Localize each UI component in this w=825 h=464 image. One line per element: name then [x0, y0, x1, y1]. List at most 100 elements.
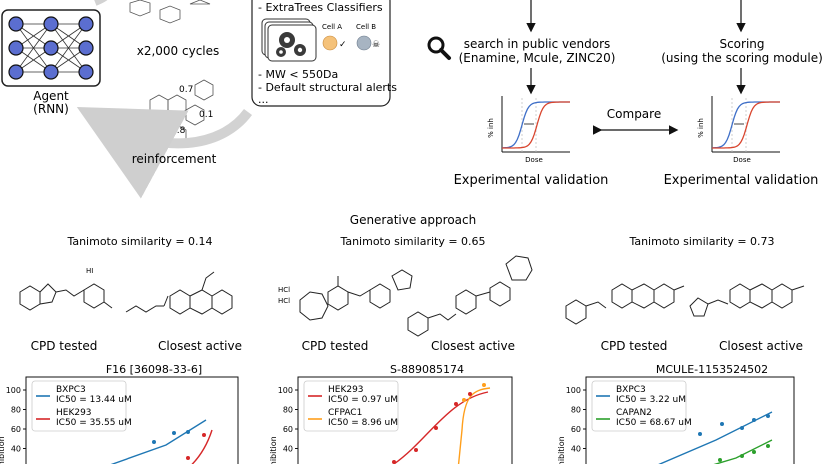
- reinforcement-label: reinforcement: [132, 152, 217, 166]
- molecule-active-1: [125, 271, 233, 315]
- molecule-tested-2: [299, 269, 413, 321]
- plot-ytick-label: 100: [278, 386, 293, 395]
- data-point: [152, 440, 156, 444]
- compare-label: Compare: [607, 107, 661, 121]
- agent-network-diagram: [1, 9, 101, 87]
- legend-series-name: CFPAC1: [328, 408, 362, 418]
- fit-curve: [393, 391, 489, 464]
- cpd-tested-label-3: CPD tested: [601, 339, 668, 353]
- closest-active-label-3: Closest active: [719, 339, 803, 353]
- probability-0: 0.7: [179, 85, 193, 95]
- network-node: [78, 64, 94, 80]
- top-grey-arrow: [94, 0, 108, 6]
- filter-item-2: ...: [258, 93, 269, 106]
- similarity-0: Tanimoto similarity = 0.14: [66, 235, 212, 248]
- data-point: [454, 402, 458, 406]
- fit-curve: [110, 419, 207, 464]
- plot-ylabel: % inhibition: [0, 436, 6, 464]
- plot-ytick-label: 60: [283, 425, 293, 434]
- plot-frame: [25, 376, 239, 464]
- molecule-hcl-label-1: HCl: [278, 286, 290, 294]
- fit-curve: [713, 439, 773, 464]
- dose-response-mini-right: [711, 96, 780, 153]
- mini-curve-red: [502, 101, 570, 149]
- plot-title: F16 [36098-33-6]: [106, 363, 202, 376]
- data-point: [740, 426, 744, 430]
- network-edge: [50, 23, 87, 73]
- data-point: [186, 430, 190, 434]
- plot-ytick-label: 80: [11, 406, 21, 415]
- data-point: [740, 454, 744, 458]
- network-node: [43, 40, 59, 56]
- cell-a-icon: [322, 35, 338, 51]
- plot-title: MCULE-1153524502: [656, 363, 768, 376]
- plot-ytick-label: 60: [571, 425, 581, 434]
- molecule-tested-3: [565, 283, 685, 325]
- data-point: [752, 450, 756, 454]
- dose-response-plot: MCULE-1153524502 100 80 60 40 % inhibition BXP…: [557, 363, 795, 464]
- molecule-hcl-label-2: HCl: [278, 297, 290, 305]
- filter-item-0: - MW < 550Da: [258, 68, 338, 81]
- network-node: [78, 40, 94, 56]
- classifier-label: - ExtraTrees Classifiers: [258, 1, 383, 14]
- vendor-search-line-1: search in public vendors: [464, 37, 611, 51]
- closest-active-label-1: Closest active: [158, 339, 242, 353]
- cpd-tested-label-2: CPD tested: [302, 339, 369, 353]
- scoring-line-2: (using the scoring module): [661, 51, 823, 65]
- cell-a-label: Cell A: [322, 23, 342, 31]
- plot-ytick-label: 80: [571, 406, 581, 415]
- plot-frame: [297, 376, 513, 464]
- plot-legend: [31, 380, 127, 432]
- dose-xlabel-right: Dose: [733, 156, 751, 164]
- mini-curve-blue: [501, 101, 570, 149]
- dose-response-mini-left: [501, 96, 570, 153]
- data-point: [468, 392, 472, 396]
- reinforcement-arrow: [76, 106, 253, 199]
- data-point: [414, 448, 418, 452]
- mini-curve-red: [712, 101, 780, 149]
- data-point: [720, 422, 724, 426]
- plot-ytick-label: 40: [283, 445, 293, 454]
- skull-icon: ☠: [372, 40, 380, 50]
- data-point: [718, 458, 722, 462]
- legend-ic50: IC50 = 3.22 uM: [616, 395, 686, 405]
- plot-frame: [585, 376, 795, 464]
- data-point: [698, 432, 702, 436]
- data-point: [392, 460, 396, 464]
- plot-ytick-label: 60: [11, 425, 21, 434]
- legend-series-name: BXPC3: [56, 385, 86, 395]
- agent-subtitle: (RNN): [33, 102, 69, 116]
- dose-ylabel-right: % inh: [697, 118, 705, 138]
- mini-curve-blue: [711, 101, 780, 149]
- plot-ytick-label: 80: [283, 406, 293, 415]
- network-edge: [15, 23, 52, 73]
- plot-ylabel: % inhibition: [269, 436, 278, 464]
- data-point: [172, 431, 176, 435]
- legend-ic50: IC50 = 35.55 uM: [56, 418, 132, 428]
- cpd-tested-label-1: CPD tested: [31, 339, 98, 353]
- legend-series-name: CAPAN2: [616, 408, 652, 418]
- data-point: [482, 383, 486, 387]
- generated-molecule-top: [129, 0, 211, 24]
- cell-b-icon: [356, 35, 372, 51]
- cycles-label: x2,000 cycles: [137, 44, 220, 58]
- legend-ic50: IC50 = 0.97 uM: [328, 395, 398, 405]
- fit-curve: [191, 429, 213, 464]
- plot-legend: [303, 380, 399, 432]
- plot-legend: [591, 380, 687, 432]
- validation-right: Experimental validation: [664, 173, 819, 188]
- network-node: [43, 64, 59, 80]
- data-point: [766, 444, 770, 448]
- legend-series-name: BXPC3: [616, 385, 646, 395]
- data-point: [766, 414, 770, 418]
- legend-series-name: HEK293: [56, 408, 92, 418]
- network-node: [78, 16, 94, 32]
- validation-left: Experimental validation: [454, 173, 609, 188]
- network-node: [8, 16, 24, 32]
- vendor-search-line-2: (Enamine, Mcule, ZINC20): [459, 51, 616, 65]
- similarity-1: Tanimoto similarity = 0.65: [339, 235, 485, 248]
- network-node: [8, 64, 24, 80]
- legend-ic50: IC50 = 13.44 uM: [56, 395, 132, 405]
- plot-ytick-label: 40: [571, 445, 581, 454]
